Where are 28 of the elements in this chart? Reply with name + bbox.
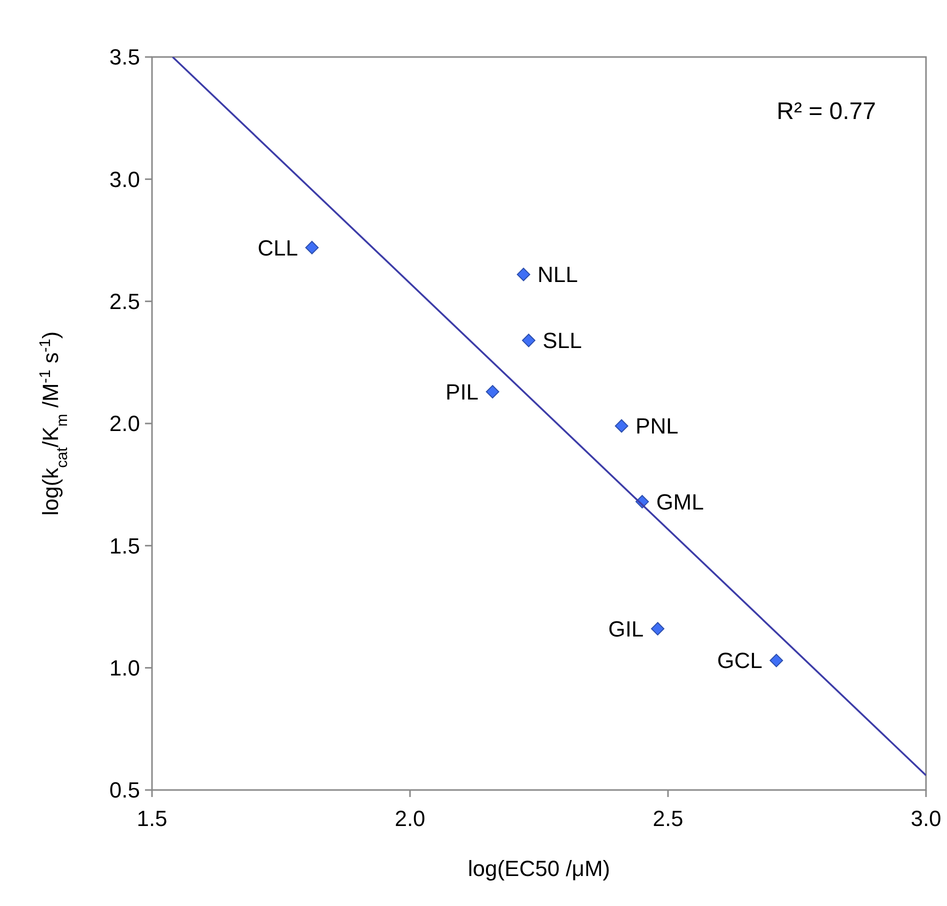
x-tick-label: 3.0: [910, 806, 942, 831]
point: [650, 622, 664, 636]
point: [305, 240, 319, 254]
point: [614, 419, 628, 433]
y-tick-label: 1.0: [109, 656, 140, 681]
annotation: GCL: [717, 648, 762, 674]
annotation: SLL: [542, 328, 582, 354]
y-tick-label: 0.5: [109, 778, 140, 803]
y-tick-label: 2.0: [109, 411, 140, 436]
annotation: GML: [656, 489, 704, 514]
point: [516, 268, 530, 282]
annotation: R² = 0.77: [776, 98, 876, 125]
y-tick-label: 1.5: [109, 533, 140, 558]
x-tick-label: 2.5: [652, 806, 684, 831]
x-tick-label: 1.5: [136, 806, 168, 831]
y-tick-label: 3.5: [109, 44, 140, 70]
annotation: NLL: [538, 262, 578, 288]
point: [486, 385, 500, 398]
annotation: PNL: [636, 414, 678, 439]
x-tick-label: 2.0: [394, 806, 426, 831]
y-tick-label: 3.0: [109, 166, 140, 192]
point: [522, 334, 536, 348]
x-axis-title: log(EC50 /μM): [468, 856, 610, 881]
y-tick-label: 2.5: [109, 289, 140, 314]
point: [770, 654, 784, 668]
annotation: GIL: [608, 616, 644, 642]
annotation: PIL: [446, 379, 479, 404]
annotation: CLL: [258, 235, 298, 260]
